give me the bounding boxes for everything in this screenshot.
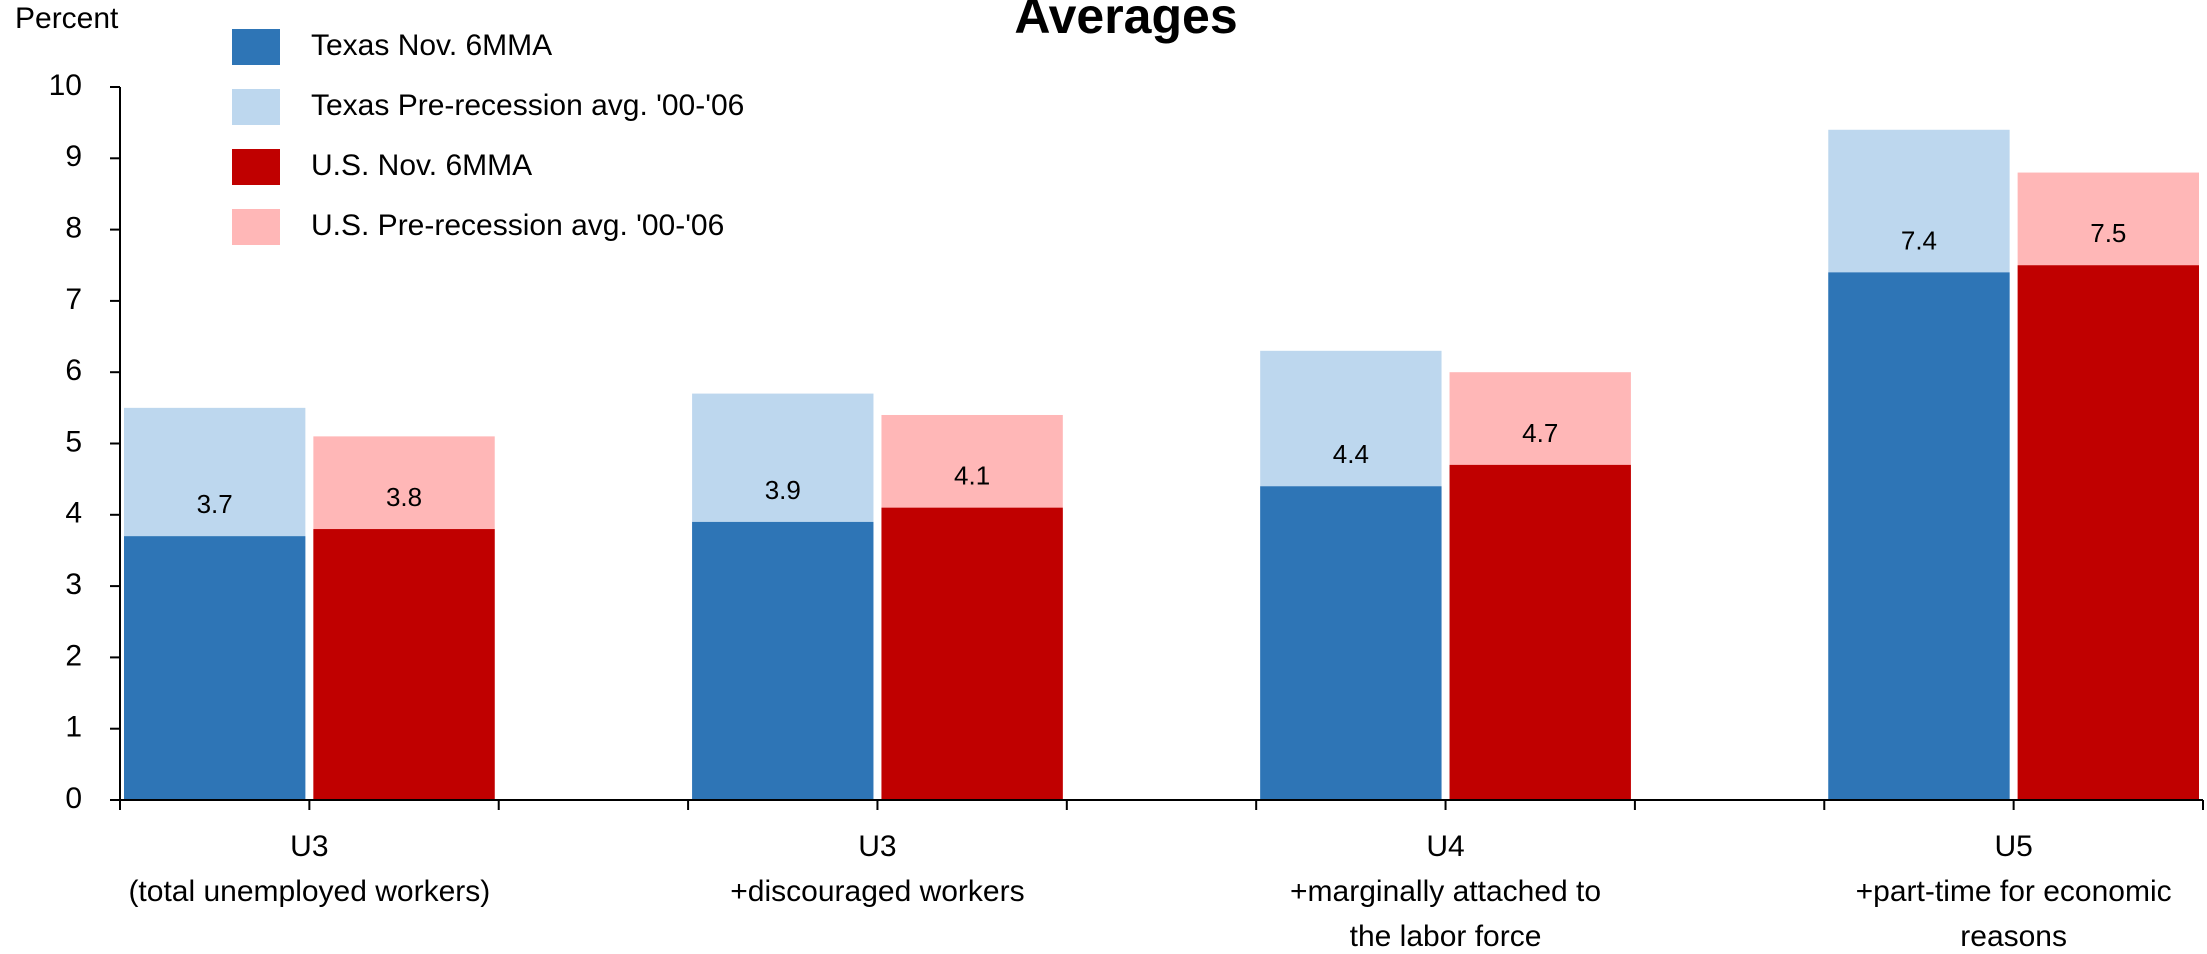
bar xyxy=(1828,272,2010,800)
bar xyxy=(881,507,1063,800)
x-tick-label: (total unemployed workers) xyxy=(128,875,490,908)
bar xyxy=(2017,265,2199,800)
x-tick-label: the labor force xyxy=(1350,920,1542,953)
x-tick-label: +part-time for economic xyxy=(1856,875,2172,908)
value-label: 4.1 xyxy=(954,461,990,491)
y-axis-label: Percent xyxy=(15,2,119,35)
y-tick-label: 0 xyxy=(65,782,82,815)
legend-swatch xyxy=(232,149,280,185)
value-label: 7.4 xyxy=(1901,225,1937,255)
y-tick-label: 10 xyxy=(49,69,82,102)
bar xyxy=(313,529,495,800)
x-tick-label: U4 xyxy=(1426,830,1464,863)
bar xyxy=(1260,486,1442,800)
y-tick-label: 8 xyxy=(65,212,82,245)
legend-swatch xyxy=(232,89,280,125)
x-tick-label: U3 xyxy=(858,830,896,863)
y-tick-label: 2 xyxy=(65,639,82,672)
legend-label: Texas Nov. 6MMA xyxy=(311,29,552,62)
bar xyxy=(692,521,874,800)
x-tick-label: reasons xyxy=(1960,920,2067,953)
bar xyxy=(1449,464,1631,800)
chart-title: Averages xyxy=(1014,0,1237,44)
bar xyxy=(124,536,306,800)
legend-label: U.S. Pre-recession avg. '00-'06 xyxy=(311,209,724,242)
y-tick-label: 5 xyxy=(65,425,82,458)
y-tick-label: 3 xyxy=(65,568,82,601)
value-label: 3.8 xyxy=(386,482,422,512)
y-tick-label: 7 xyxy=(65,283,82,316)
value-label: 3.7 xyxy=(197,489,233,519)
legend-label: U.S. Nov. 6MMA xyxy=(311,149,532,182)
value-label: 4.4 xyxy=(1333,439,1369,469)
legend-label: Texas Pre-recession avg. '00-'06 xyxy=(311,89,744,122)
y-tick-label: 4 xyxy=(65,497,82,530)
legend-swatch xyxy=(232,29,280,65)
value-label: 7.5 xyxy=(2090,218,2126,248)
y-tick-label: 9 xyxy=(65,140,82,173)
x-tick-label: U5 xyxy=(1994,830,2032,863)
y-tick-label: 6 xyxy=(65,354,82,387)
value-label: 3.9 xyxy=(765,475,801,505)
x-tick-label: U3 xyxy=(290,830,328,863)
x-tick-label: +discouraged workers xyxy=(730,875,1024,908)
legend-swatch xyxy=(232,209,280,245)
value-label: 4.7 xyxy=(1522,418,1558,448)
x-tick-label: +marginally attached to xyxy=(1290,875,1601,908)
y-tick-label: 1 xyxy=(65,711,82,744)
